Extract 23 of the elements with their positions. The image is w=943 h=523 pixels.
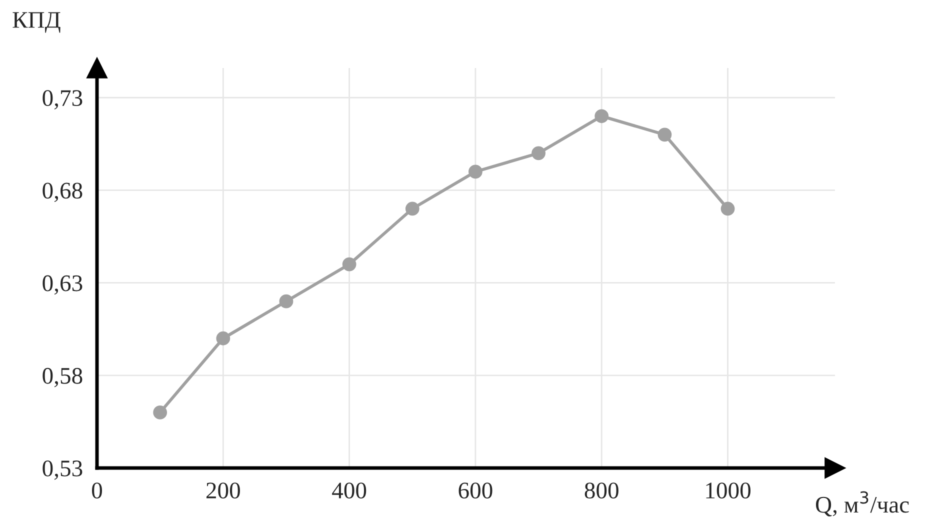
point [153,406,168,420]
point [216,331,230,346]
x-axis-title: Q, м$^{3}$/час [816,491,909,516]
point [720,202,735,216]
y-axis-title: КПД [12,12,60,33]
x-tick-label: 1000 [706,482,750,499]
point [594,109,609,124]
x-tick-label: 0 [92,482,102,499]
y-tick-label: 0,68 [42,182,82,202]
point [658,128,672,142]
point [279,294,294,308]
y-tick-label: 0,73 [42,90,82,110]
point [532,146,546,160]
point [405,202,420,216]
point [468,164,482,179]
x-tick-label: 200 [206,482,240,499]
x-tick-label: 400 [332,482,366,499]
y-tick-label: 0,53 [42,460,82,480]
y-tick-label: 0,63 [42,275,82,295]
y-tick-label: 0,58 [42,368,82,388]
x-tick-label: 800 [584,482,618,499]
point [342,257,356,272]
x-tick-label: 600 [458,482,492,499]
